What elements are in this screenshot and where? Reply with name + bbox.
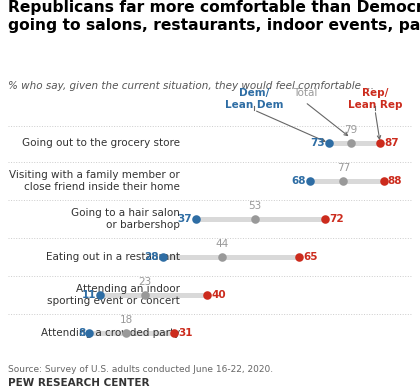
Text: 72: 72 xyxy=(329,214,344,224)
Text: Republicans far more comfortable than Democrats
going to salons, restaurants, in: Republicans far more comfortable than De… xyxy=(8,0,420,33)
Point xyxy=(97,292,104,298)
Bar xyxy=(163,255,299,260)
Text: 18: 18 xyxy=(120,315,133,325)
Point xyxy=(340,178,347,184)
Text: 23: 23 xyxy=(138,277,151,287)
Text: Attending an indoor
sporting event or concert: Attending an indoor sporting event or co… xyxy=(47,284,180,306)
Text: 79: 79 xyxy=(344,125,357,135)
Point xyxy=(296,254,302,260)
Text: 87: 87 xyxy=(384,138,399,148)
Bar xyxy=(89,331,174,336)
Point xyxy=(218,254,225,260)
Bar xyxy=(196,217,325,222)
Text: 65: 65 xyxy=(303,252,318,262)
Text: PEW RESEARCH CENTER: PEW RESEARCH CENTER xyxy=(8,378,150,388)
Text: Total: Total xyxy=(293,88,317,98)
Point xyxy=(160,254,166,260)
Text: 73: 73 xyxy=(310,138,325,148)
Point xyxy=(123,330,130,336)
Point xyxy=(347,140,354,146)
Text: Going out to the grocery store: Going out to the grocery store xyxy=(22,138,180,148)
Text: 11: 11 xyxy=(82,290,97,300)
Text: 77: 77 xyxy=(337,163,350,173)
Text: % who say, given the current situation, they would feel comfortable ...: % who say, given the current situation, … xyxy=(8,81,374,91)
Point xyxy=(193,216,199,222)
Point xyxy=(381,178,387,184)
Text: 44: 44 xyxy=(215,239,228,249)
Text: 28: 28 xyxy=(144,252,159,262)
Text: 68: 68 xyxy=(292,176,306,186)
Point xyxy=(171,330,177,336)
Bar xyxy=(310,178,384,184)
Text: 88: 88 xyxy=(388,176,402,186)
Point xyxy=(252,216,258,222)
Point xyxy=(325,140,332,146)
Text: 40: 40 xyxy=(211,290,226,300)
Point xyxy=(204,292,210,298)
Point xyxy=(322,216,328,222)
Text: Source: Survey of U.S. adults conducted June 16-22, 2020.: Source: Survey of U.S. adults conducted … xyxy=(8,365,273,374)
Text: 31: 31 xyxy=(178,328,193,338)
Text: Attending a crowded party: Attending a crowded party xyxy=(41,328,180,338)
Text: 8: 8 xyxy=(78,328,85,338)
Text: 37: 37 xyxy=(178,214,192,224)
Point xyxy=(307,178,314,184)
Text: Going to a hair salon
or barbershop: Going to a hair salon or barbershop xyxy=(71,208,180,230)
Point xyxy=(377,140,383,146)
Text: Dem/
Lean Dem: Dem/ Lean Dem xyxy=(225,88,283,111)
Text: 53: 53 xyxy=(248,201,262,211)
Text: Visiting with a family member or
close friend inside their home: Visiting with a family member or close f… xyxy=(9,170,180,192)
Bar xyxy=(328,140,380,146)
Bar xyxy=(100,293,207,298)
Point xyxy=(141,292,148,298)
Text: Eating out in a restaurant: Eating out in a restaurant xyxy=(46,252,180,262)
Text: Rep/
Lean Rep: Rep/ Lean Rep xyxy=(348,88,402,111)
Point xyxy=(86,330,93,336)
